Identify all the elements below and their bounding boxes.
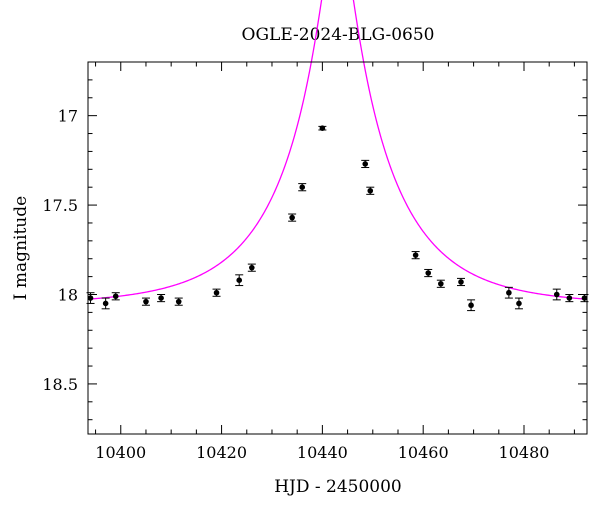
y-tick-label: 17.5	[42, 196, 78, 215]
data-point	[213, 289, 220, 296]
data-point	[112, 293, 119, 300]
x-tick-label: 10440	[297, 443, 348, 462]
data-point	[236, 277, 243, 283]
axes: 10400 10420 10440 10460 10480 17 17.5 18 18.5	[42, 61, 587, 462]
chart-title: OGLE-2024-BLG-0650	[242, 25, 435, 45]
x-tick-label: 10480	[499, 443, 550, 462]
data-point	[175, 298, 182, 305]
data-point	[516, 300, 522, 307]
data-point	[412, 252, 419, 258]
y-tick-label: 17	[58, 107, 78, 126]
data-point	[581, 295, 588, 301]
data-point	[553, 291, 560, 298]
data-point	[425, 270, 432, 276]
data-point	[249, 264, 255, 271]
x-tick-label: 10460	[398, 443, 449, 462]
y-axis-title: I magnitude	[11, 196, 31, 300]
data-point	[458, 279, 464, 285]
x-tick-label: 10400	[95, 443, 146, 462]
y-tick-label: 18	[58, 286, 78, 305]
data-point	[319, 125, 326, 131]
data-point	[299, 184, 306, 190]
data-point	[566, 295, 573, 301]
data-point	[289, 214, 295, 221]
data-point	[468, 302, 474, 309]
plot-area	[86, 0, 589, 312]
data-point	[367, 187, 374, 194]
plot-frame	[87, 61, 588, 435]
x-tick-label: 10420	[196, 443, 247, 462]
data-point	[506, 289, 512, 296]
data-point	[362, 161, 369, 167]
y-tick-label: 18.5	[42, 375, 78, 394]
data-point	[102, 300, 109, 307]
data-point	[143, 298, 149, 305]
data-point	[438, 280, 444, 287]
x-axis-title: HJD - 2450000	[274, 477, 402, 497]
data-point	[158, 295, 164, 301]
model-curve	[87, 0, 588, 300]
data-point	[87, 295, 94, 301]
